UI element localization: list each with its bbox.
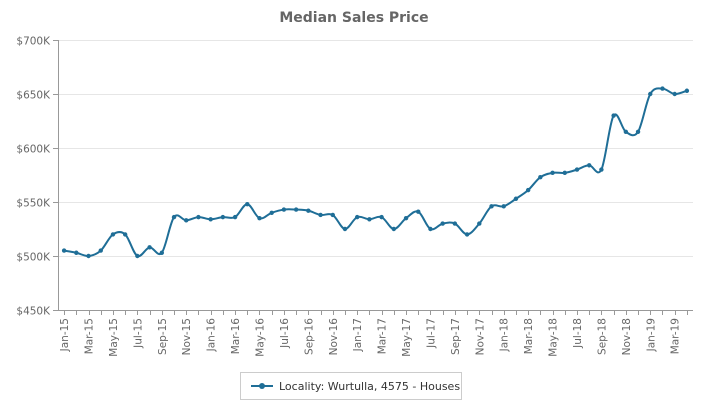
data-point [98,248,103,253]
data-point [208,217,213,222]
x-tick-label: Jul-15 [132,318,144,349]
legend[interactable]: Locality: Wurtulla, 4575 - Houses [240,372,462,400]
grid-lines [58,40,693,311]
axes [58,40,693,311]
data-point [61,248,67,253]
legend-label: Locality: Wurtulla, 4575 - Houses [279,379,461,393]
x-tick-label: Nov-16 [328,318,340,356]
data-point [562,170,567,176]
x-tick-label: Jan-18 [499,318,511,352]
data-point [86,253,91,259]
data-point [464,232,470,237]
data-point [489,204,494,209]
x-tick-label: Mar-18 [523,318,535,354]
data-point [232,214,238,220]
x-axis-ticks: Jan-15 Mar-15 May-15 Jul-15 Sep-15 Nov-15 Jan-… [59,310,688,357]
x-tick-label: Nov-18 [621,318,633,355]
x-tick-label: Sep-18 [596,318,608,355]
data-point [379,214,384,220]
legend-swatch [251,381,273,391]
data-point [416,209,421,214]
data-point [660,86,665,91]
x-tick-label: Mar-17 [377,318,389,354]
data-point [306,208,311,213]
data-point [587,163,592,168]
y-axis-ticks: $450K $500K $550K $600K $650K $700K [16,36,58,318]
data-point [330,212,335,218]
x-tick-label: Jul-18 [572,318,584,349]
series-plot [61,86,690,259]
data-point [245,201,250,207]
x-tick-label: Sep-16 [303,318,315,355]
y-tick-label: $450K [16,306,51,318]
x-tick-label: Jan-15 [59,318,71,352]
x-tick-label: Nov-15 [181,318,193,355]
y-tick-label: $700K [16,36,51,48]
data-point [122,232,128,237]
y-tick-label: $500K [16,252,51,264]
data-point [293,207,299,212]
data-point [257,216,262,221]
data-point [611,113,616,118]
data-point [171,214,177,220]
data-point [525,187,531,193]
x-tick-label: Jan-17 [352,318,364,352]
x-tick-label: Jan-16 [206,318,218,353]
y-tick-label: $650K [16,90,51,102]
data-point [342,226,348,232]
x-tick-label: Sep-17 [450,318,462,355]
series-line [63,87,688,258]
data-point [269,210,274,215]
data-point [354,214,360,220]
data-point [318,212,323,218]
y-tick-label: $550K [16,198,51,210]
x-tick-label: Mar-16 [230,318,242,355]
data-point [501,204,506,209]
data-point [550,170,555,176]
chart-title: Median Sales Price [279,10,428,26]
data-point [452,221,458,226]
x-tick-label: Mar-15 [84,318,96,354]
x-tick-label: May-17 [401,318,413,357]
data-point [391,226,397,232]
data-point [513,196,519,201]
data-point [684,88,690,93]
data-point [599,167,604,172]
data-point [281,207,287,212]
data-point [648,91,653,97]
data-point [428,226,433,232]
data-point [440,221,445,226]
y-tick-label: $600K [16,144,51,156]
data-point [538,174,543,180]
x-tick-label: Jul-17 [425,318,437,349]
data-point [672,91,677,97]
x-tick-label: May-18 [548,318,560,357]
data-point [574,167,580,172]
data-point [635,129,641,134]
data-point [110,232,116,237]
x-tick-label: Sep-15 [157,318,169,355]
data-point [74,250,79,255]
legend-swatch-dot [259,383,265,389]
data-point [623,129,629,134]
x-tick-label: Nov-17 [474,318,486,355]
x-tick-label: Jan-19 [645,318,657,352]
x-tick-label: Mar-19 [670,318,682,354]
data-point [220,214,226,220]
data-point [147,245,152,250]
x-tick-label: May-15 [108,318,120,357]
data-point [159,250,164,255]
x-tick-label: Jul-16 [279,318,291,349]
data-point [184,218,189,223]
x-tick-label: May-16 [254,318,266,357]
data-point [135,253,140,259]
data-point [367,217,372,222]
data-point [403,216,409,221]
data-point [196,214,201,220]
data-point [477,221,482,226]
